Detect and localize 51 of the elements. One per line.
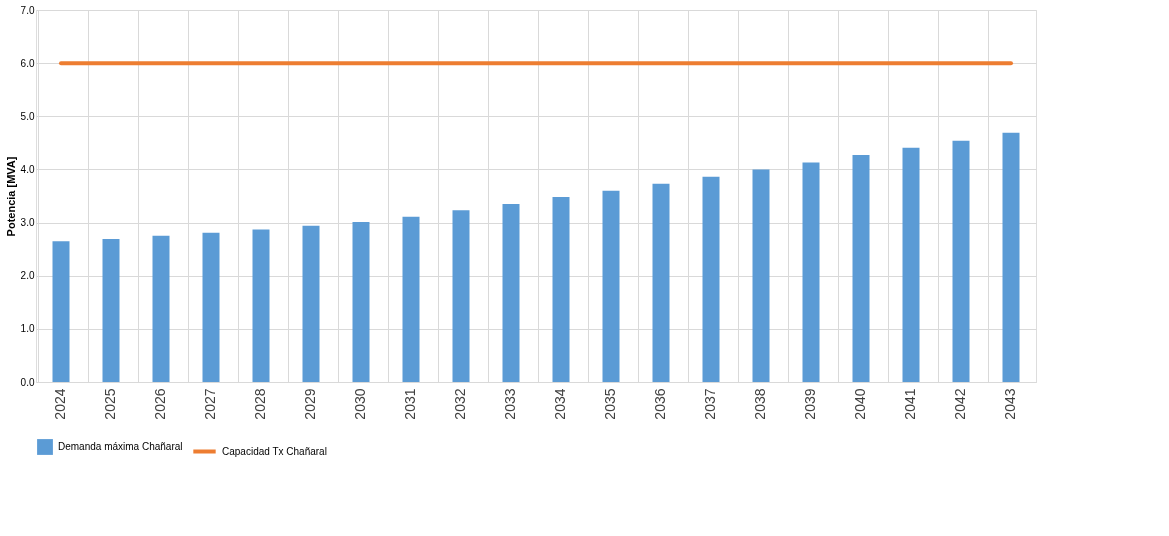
x-tick-label: 2030	[352, 388, 368, 420]
y-tick-label: 0.0	[20, 376, 35, 388]
y-tick-label: 7.0	[20, 4, 35, 16]
x-tick-label: 2041	[902, 388, 918, 420]
bar	[852, 155, 870, 382]
bar	[1002, 132, 1020, 382]
bar	[452, 210, 470, 382]
bar	[202, 232, 220, 382]
x-tick-label: 2042	[952, 388, 968, 420]
bar	[52, 241, 70, 382]
x-tick-label: 2033	[502, 388, 518, 420]
y-tick-label: 6.0	[20, 57, 35, 69]
x-tick-label: 2025	[102, 388, 118, 420]
y-tick-label: 4.0	[20, 163, 35, 175]
bar	[502, 203, 520, 382]
y-tick-label: 2.0	[20, 270, 35, 282]
x-tick-label: 2024	[52, 388, 68, 420]
legend-label: Demanda máxima Chañaral	[58, 441, 183, 452]
bar	[602, 190, 620, 382]
x-tick-label: 2039	[802, 388, 818, 420]
bar	[752, 169, 770, 382]
x-tick-label: 2029	[302, 388, 318, 420]
x-tick-label: 2036	[652, 388, 668, 420]
bar	[402, 216, 420, 382]
x-tick-label: 2037	[702, 388, 718, 420]
bar	[252, 229, 270, 382]
x-tick-label: 2028	[252, 388, 268, 420]
x-tick-label: 2034	[552, 388, 568, 420]
bar	[152, 235, 170, 382]
x-tick-label: 2038	[752, 388, 768, 420]
y-axis-title: Potencia [MVA]	[4, 156, 17, 237]
x-tick-label: 2027	[202, 388, 218, 420]
bar	[802, 162, 820, 382]
x-tick-label: 2040	[852, 388, 868, 420]
bar	[952, 140, 970, 382]
bar	[652, 183, 670, 382]
bar	[352, 222, 370, 382]
x-tick-label: 2032	[452, 388, 468, 420]
bar	[702, 176, 720, 382]
x-tick-label: 2031	[402, 388, 418, 420]
x-tick-label: 2026	[152, 388, 168, 420]
y-tick-label: 1.0	[20, 323, 35, 335]
bar	[102, 239, 120, 382]
bar	[302, 225, 320, 382]
x-tick-label: 2035	[602, 388, 618, 420]
y-tick-label: 3.0	[20, 217, 35, 229]
legend-label: Capacidad Tx Chañaral	[222, 445, 327, 457]
bar	[552, 197, 570, 382]
bar	[902, 147, 920, 382]
y-tick-label: 5.0	[20, 110, 35, 122]
x-tick-label: 2043	[1002, 388, 1018, 420]
